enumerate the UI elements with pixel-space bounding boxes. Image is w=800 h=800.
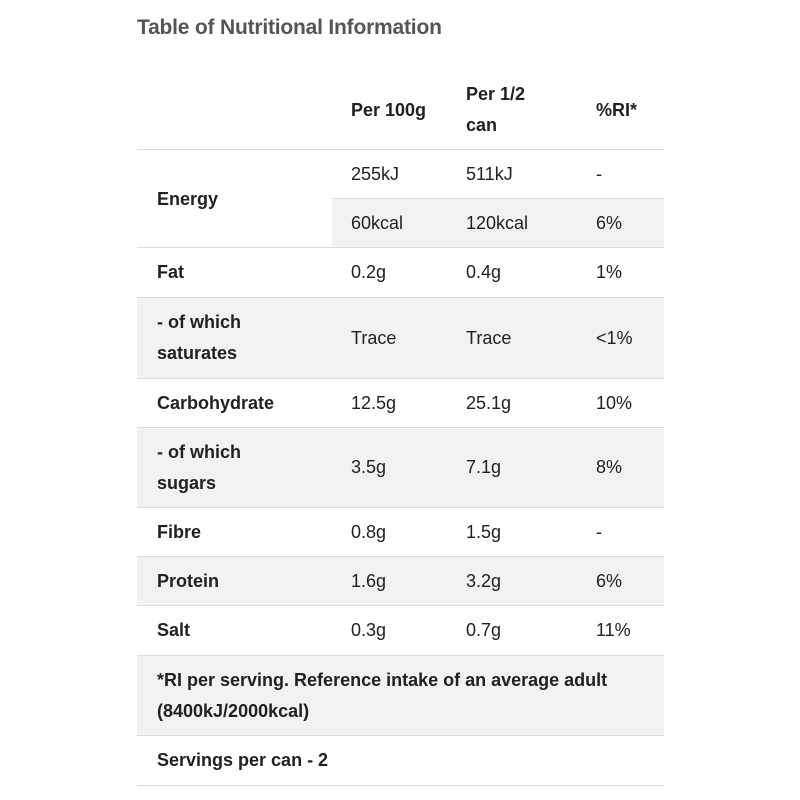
value-per100: 0.3g — [351, 620, 387, 640]
value-ri: <1% — [596, 327, 633, 348]
value-per-half: 0.4g — [466, 262, 502, 282]
value-per-half: 3.2g — [466, 570, 502, 591]
page-title: Table of Nutritional Information — [137, 16, 442, 39]
value-per100: 12.5g — [351, 392, 397, 413]
value-per100: 0.2g — [351, 262, 387, 282]
table-row: - of which saturates Trace Trace <1% — [137, 298, 664, 379]
value-ri: 6% — [596, 570, 623, 591]
header-per-half-can: Per 1/2 can — [466, 84, 526, 135]
value-per-half: 7.1g — [466, 457, 502, 477]
value-per-half: 1.5g — [466, 521, 502, 542]
value-per100: 0.8g — [351, 521, 387, 542]
value-per100: 1.6g — [351, 570, 387, 591]
energy-kj-row: 255kJ 511kJ - — [332, 150, 664, 199]
table-row: Fibre 0.8g 1.5g - — [137, 508, 664, 557]
table-row: - of which sugars 3.5g 7.1g 8% — [137, 428, 664, 508]
value-per-half: 25.1g — [466, 392, 512, 413]
table-row: Fat 0.2g 0.4g 1% — [137, 248, 664, 298]
energy-kcal-per100: 60kcal — [351, 212, 404, 233]
value-per-half: 0.7g — [466, 620, 502, 640]
value-ri: 8% — [596, 457, 623, 477]
nutrient-label: Fibre — [157, 521, 202, 542]
nutrient-label: Salt — [157, 620, 191, 640]
header-ri: %RI* — [596, 99, 638, 120]
footnote-row: *RI per serving. Reference intake of an … — [137, 656, 664, 736]
energy-kcal-row: 60kcal 120kcal 6% — [332, 199, 664, 247]
value-ri: - — [596, 521, 602, 542]
ri-footnote: *RI per serving. Reference intake of an … — [157, 669, 608, 721]
energy-kj-per100: 255kJ — [351, 163, 400, 184]
value-per100: 3.5g — [351, 457, 387, 477]
servings-per-can: Servings per can - 2 — [157, 750, 329, 770]
nutrient-label: - of which saturates — [157, 312, 241, 363]
energy-kj-ri: - — [596, 163, 602, 184]
energy-label: Energy — [157, 188, 219, 209]
table-row: Carbohydrate 12.5g 25.1g 10% — [137, 379, 664, 428]
energy-kj-per-half: 511kJ — [466, 163, 513, 184]
header-per-100g: Per 100g — [351, 99, 427, 120]
energy-kcal-ri: 6% — [596, 212, 623, 233]
value-per-half: Trace — [466, 327, 512, 348]
table-header-row: Per 100g Per 1/2 can %RI* — [137, 70, 664, 150]
header-divider — [137, 149, 664, 150]
value-ri: 1% — [596, 262, 623, 282]
table-row: Salt 0.3g 0.7g 11% — [137, 606, 664, 656]
value-ri: 11% — [596, 620, 631, 640]
table-row: Protein 1.6g 3.2g 6% — [137, 557, 664, 606]
energy-kcal-per-half: 120kcal — [466, 212, 529, 233]
energy-row-group: Energy 255kJ 511kJ - 60kcal 120kcal 6% — [137, 150, 664, 248]
nutrient-label: - of which sugars — [157, 441, 241, 493]
nutrient-label: Protein — [157, 570, 220, 591]
nutrient-label: Carbohydrate — [157, 392, 275, 413]
value-per100: Trace — [351, 327, 397, 348]
value-ri: 10% — [596, 392, 633, 413]
nutrient-label: Fat — [157, 262, 184, 282]
servings-row: Servings per can - 2 — [137, 736, 664, 786]
